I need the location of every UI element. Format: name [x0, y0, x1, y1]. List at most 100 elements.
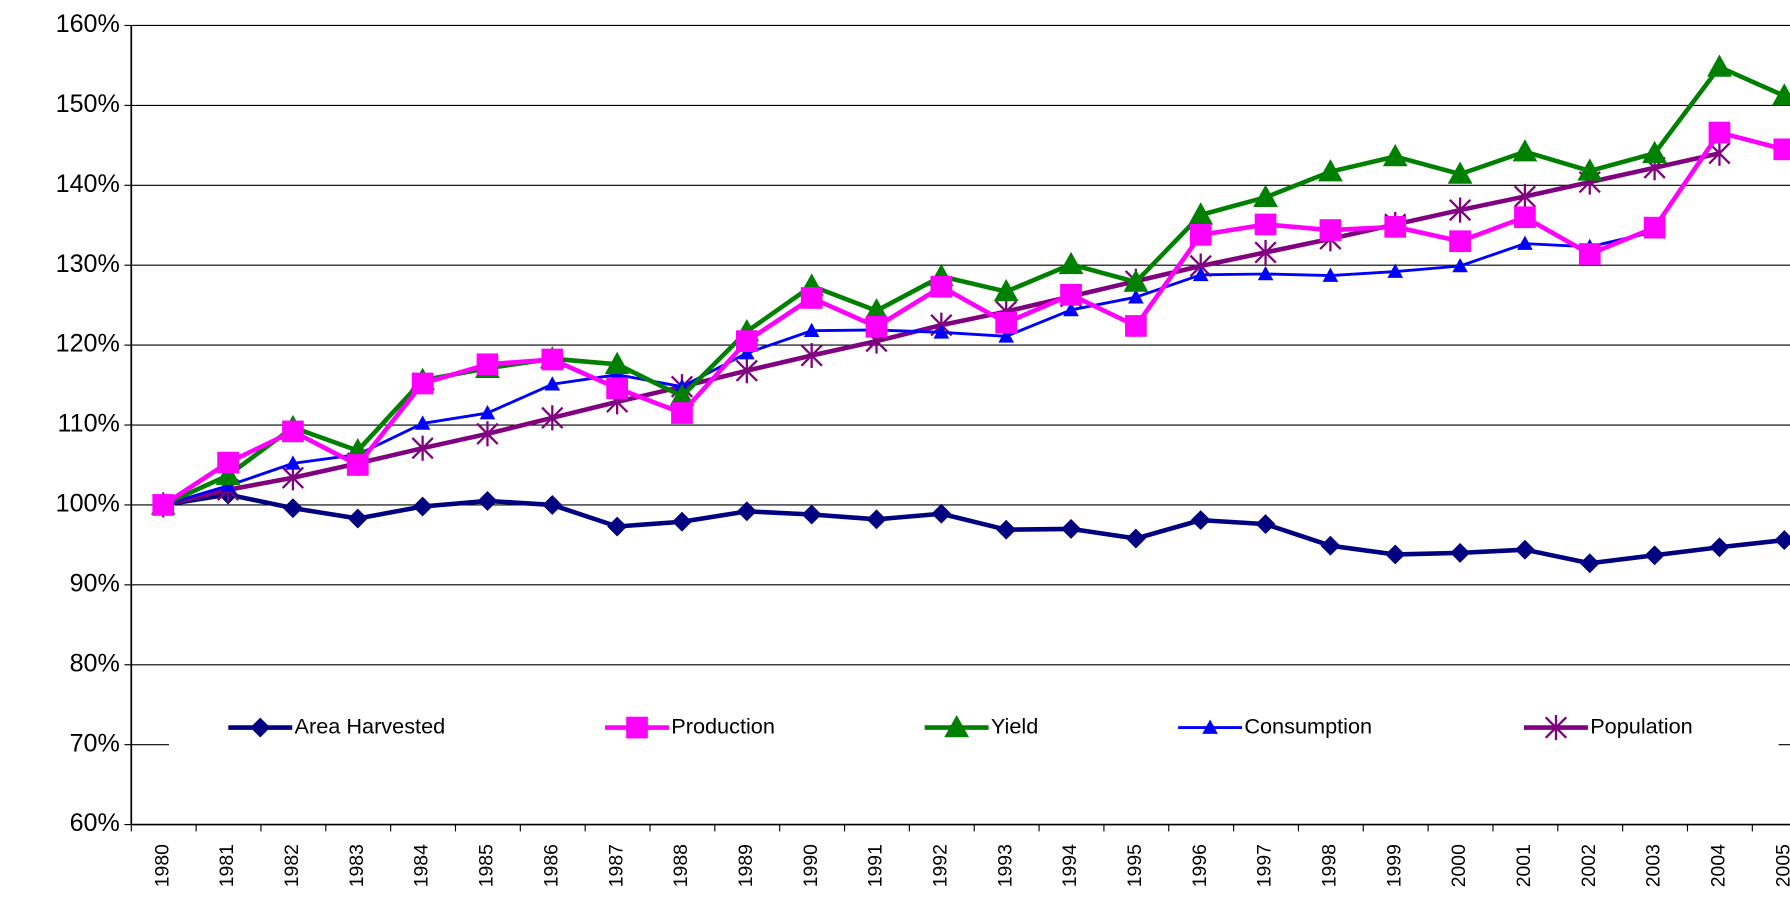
series-line	[162, 64, 1786, 508]
marker	[1192, 266, 1209, 282]
marker	[1449, 197, 1472, 223]
x-tick-label: 1981	[216, 844, 238, 887]
marker	[1708, 121, 1731, 144]
y-tick-label: 90%	[70, 569, 120, 597]
marker	[735, 330, 758, 352]
marker	[866, 509, 887, 530]
y-tick-label: 60%	[70, 809, 120, 837]
x-tick-label: 2004	[1708, 844, 1730, 887]
marker	[1709, 537, 1730, 558]
x-tick-label: 1980	[151, 844, 173, 887]
legend-marker	[1544, 714, 1568, 741]
marker	[800, 287, 823, 309]
x-tick-label: 1995	[1124, 844, 1146, 887]
marker	[800, 342, 823, 369]
series-line	[162, 492, 1785, 566]
marker	[1254, 239, 1277, 265]
marker	[672, 511, 692, 532]
x-tick-label: 2001	[1513, 844, 1535, 887]
marker	[607, 516, 628, 537]
y-tick-label: 120%	[56, 330, 120, 358]
marker	[1190, 510, 1211, 531]
marker	[931, 503, 952, 524]
marker	[1517, 235, 1533, 250]
legend-marker	[1202, 719, 1218, 734]
y-tick-label: 140%	[56, 170, 120, 198]
marker	[1447, 161, 1473, 184]
marker	[412, 496, 433, 517]
marker	[285, 455, 301, 470]
marker	[1063, 301, 1079, 317]
marker	[1642, 140, 1667, 164]
marker	[479, 404, 496, 420]
x-tick-label: 1997	[1254, 844, 1276, 887]
marker	[996, 519, 1017, 540]
legend-label: Production	[671, 713, 775, 738]
marker	[803, 322, 820, 338]
series-line	[162, 230, 1655, 507]
x-tick-label: 2003	[1643, 844, 1665, 887]
marker	[1128, 289, 1144, 304]
marker	[1319, 219, 1342, 241]
marker	[739, 345, 755, 360]
marker	[1253, 184, 1278, 207]
marker	[476, 421, 499, 447]
marker	[671, 402, 693, 424]
marker	[544, 376, 561, 391]
marker	[1385, 544, 1406, 565]
marker	[736, 501, 757, 522]
marker	[930, 275, 953, 298]
marker	[346, 454, 369, 476]
series	[153, 484, 1790, 574]
marker	[1257, 265, 1274, 281]
marker	[1579, 553, 1600, 574]
marker	[995, 311, 1018, 334]
marker	[1514, 206, 1536, 229]
legend-label: Consumption	[1244, 713, 1372, 738]
marker	[1577, 158, 1603, 181]
legend-marker	[626, 716, 648, 739]
x-tick-label: 2002	[1578, 844, 1600, 887]
marker	[477, 491, 498, 511]
series	[150, 54, 1790, 515]
legend-label: Population	[1590, 713, 1693, 738]
marker	[1125, 315, 1147, 337]
y-tick-label: 160%	[56, 10, 120, 38]
x-tick-label: 1984	[411, 844, 433, 887]
x-tick-label: 1992	[929, 844, 951, 887]
marker	[1058, 251, 1084, 275]
marker	[1643, 216, 1666, 239]
x-tick-label: 1983	[346, 844, 368, 887]
marker	[1061, 518, 1081, 539]
marker	[1189, 223, 1212, 246]
x-tick-label: 1996	[1189, 844, 1211, 887]
marker	[220, 477, 236, 493]
x-tick-label: 2000	[1448, 844, 1470, 887]
marker	[1512, 139, 1538, 162]
legend-label: Area Harvested	[295, 713, 446, 738]
marker	[1322, 267, 1339, 282]
marker	[1513, 183, 1537, 210]
marker	[1387, 263, 1404, 278]
marker	[1449, 230, 1471, 253]
y-tick-label: 70%	[70, 729, 120, 757]
marker	[1578, 243, 1601, 265]
marker	[1644, 545, 1665, 566]
marker	[282, 420, 304, 443]
marker	[411, 435, 434, 461]
marker	[542, 494, 563, 515]
marker	[1255, 514, 1276, 535]
marker	[1774, 530, 1790, 551]
marker	[217, 451, 239, 474]
y-tick-label: 100%	[56, 490, 120, 518]
x-tick-label: 1991	[865, 844, 887, 887]
x-tick-label: 1990	[800, 844, 822, 887]
marker	[282, 498, 303, 519]
marker	[1771, 83, 1790, 106]
marker	[541, 348, 564, 371]
x-tick-label: 2005	[1772, 844, 1790, 887]
marker	[1452, 257, 1468, 273]
x-tick-label: 1985	[476, 844, 498, 887]
marker	[1060, 283, 1082, 306]
marker	[215, 462, 241, 486]
